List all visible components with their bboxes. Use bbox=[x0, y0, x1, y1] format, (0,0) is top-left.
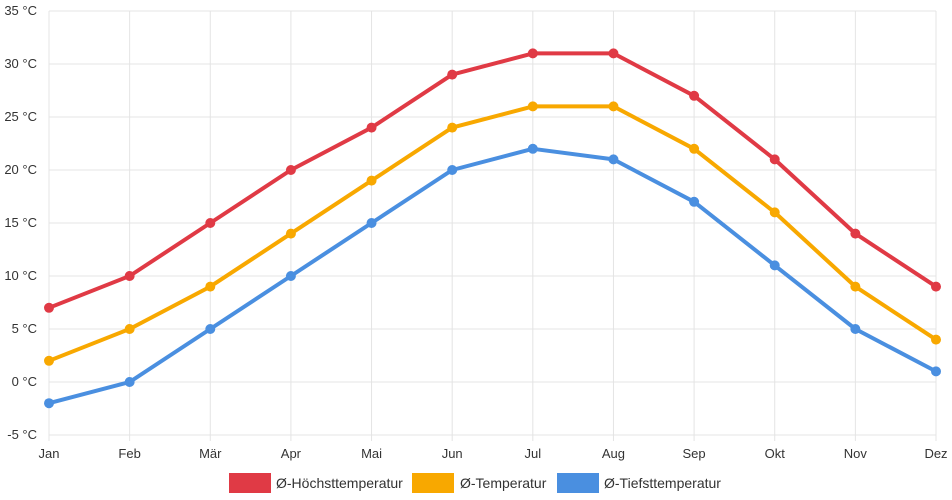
y-tick-label: 0 °C bbox=[12, 374, 37, 389]
data-point[interactable] bbox=[689, 196, 700, 207]
data-point[interactable] bbox=[608, 48, 619, 59]
y-tick-label: 15 °C bbox=[4, 215, 37, 230]
legend-swatch bbox=[412, 473, 454, 493]
x-tick-label: Feb bbox=[118, 446, 140, 461]
series-1 bbox=[44, 101, 941, 366]
x-tick-label: Jan bbox=[39, 446, 60, 461]
data-point[interactable] bbox=[527, 48, 538, 59]
y-tick-label: 10 °C bbox=[4, 268, 37, 283]
series-lines bbox=[44, 48, 941, 409]
legend[interactable]: Ø-Höchsttemperatur Ø-Temperatur Ø-Tiefstte… bbox=[229, 473, 721, 493]
legend-label: Ø-Höchsttemperatur bbox=[276, 475, 403, 491]
data-point[interactable] bbox=[205, 218, 216, 228]
data-point[interactable] bbox=[285, 165, 296, 175]
data-point[interactable] bbox=[689, 90, 700, 101]
x-tick-label: Nov bbox=[844, 446, 868, 461]
series-2 bbox=[44, 143, 941, 409]
data-point[interactable] bbox=[124, 324, 135, 334]
axis-labels: -5 °C 0 °C 5 °C 10 °C 15 °C 20 °C 25 °C 30 °C 35… bbox=[4, 3, 947, 461]
data-point[interactable] bbox=[608, 154, 619, 165]
data-point[interactable] bbox=[44, 398, 54, 409]
x-tick-label: Dez bbox=[924, 446, 947, 461]
data-point[interactable] bbox=[124, 271, 135, 281]
series-0 bbox=[44, 48, 941, 313]
x-tick-label: Aug bbox=[602, 446, 625, 461]
data-point[interactable] bbox=[527, 101, 538, 112]
x-tick-label: Jul bbox=[525, 446, 542, 461]
data-point[interactable] bbox=[850, 228, 861, 239]
data-point[interactable] bbox=[447, 165, 458, 175]
data-point[interactable] bbox=[527, 143, 538, 154]
data-point[interactable] bbox=[931, 334, 941, 345]
x-tick-label: Mär bbox=[199, 446, 222, 461]
y-tick-label: 25 °C bbox=[4, 109, 37, 124]
data-point[interactable] bbox=[205, 324, 216, 334]
data-point[interactable] bbox=[447, 122, 458, 133]
data-point[interactable] bbox=[205, 281, 216, 292]
data-point[interactable] bbox=[769, 260, 780, 271]
x-tick-label: Sep bbox=[683, 446, 706, 461]
series-line bbox=[47, 51, 938, 310]
x-tick-label: Apr bbox=[281, 446, 302, 461]
legend-item[interactable]: Ø-Tiefsttemperatur bbox=[557, 473, 721, 493]
x-tick-label: Mai bbox=[361, 446, 382, 461]
data-point[interactable] bbox=[44, 302, 54, 313]
data-point[interactable] bbox=[124, 377, 135, 387]
data-point[interactable] bbox=[689, 143, 700, 154]
legend-swatch bbox=[557, 473, 599, 493]
data-point[interactable] bbox=[366, 175, 377, 186]
data-point[interactable] bbox=[447, 69, 458, 80]
data-point[interactable] bbox=[769, 207, 780, 218]
legend-label: Ø-Temperatur bbox=[460, 475, 547, 491]
y-tick-label: 20 °C bbox=[4, 162, 37, 177]
y-tick-label: 35 °C bbox=[4, 3, 37, 18]
x-tick-label: Jun bbox=[442, 446, 463, 461]
data-point[interactable] bbox=[769, 154, 780, 165]
y-tick-label: 30 °C bbox=[4, 56, 37, 71]
series-line bbox=[47, 146, 938, 406]
legend-label: Ø-Tiefsttemperatur bbox=[604, 475, 721, 491]
legend-item[interactable]: Ø-Höchsttemperatur bbox=[229, 473, 403, 493]
data-point[interactable] bbox=[366, 218, 377, 228]
data-point[interactable] bbox=[850, 324, 861, 334]
legend-item[interactable]: Ø-Temperatur bbox=[412, 473, 547, 493]
data-point[interactable] bbox=[608, 101, 619, 112]
gridlines bbox=[48, 10, 937, 441]
y-tick-label: 5 °C bbox=[12, 321, 37, 336]
data-point[interactable] bbox=[285, 271, 296, 281]
data-point[interactable] bbox=[931, 281, 941, 292]
data-point[interactable] bbox=[285, 228, 296, 239]
series-line bbox=[47, 104, 938, 363]
data-point[interactable] bbox=[850, 281, 861, 292]
data-point[interactable] bbox=[931, 366, 941, 377]
data-point[interactable] bbox=[366, 122, 377, 133]
x-tick-label: Okt bbox=[765, 446, 786, 461]
y-tick-label: -5 °C bbox=[7, 427, 37, 442]
legend-swatch bbox=[229, 473, 271, 493]
data-point[interactable] bbox=[44, 355, 54, 366]
